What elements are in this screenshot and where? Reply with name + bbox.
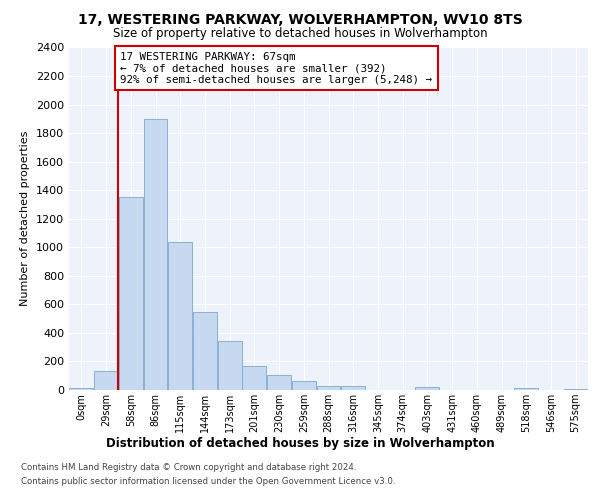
Bar bbox=[341, 386, 365, 390]
Bar bbox=[143, 119, 167, 390]
Text: Size of property relative to detached houses in Wolverhampton: Size of property relative to detached ho… bbox=[113, 28, 487, 40]
Bar bbox=[242, 366, 266, 390]
Bar bbox=[168, 242, 192, 390]
Bar bbox=[563, 388, 587, 390]
Text: 17, WESTERING PARKWAY, WOLVERHAMPTON, WV10 8TS: 17, WESTERING PARKWAY, WOLVERHAMPTON, WV… bbox=[77, 12, 523, 26]
Bar bbox=[193, 312, 217, 390]
Text: Contains public sector information licensed under the Open Government Licence v3: Contains public sector information licen… bbox=[21, 477, 395, 486]
Bar bbox=[292, 382, 316, 390]
Bar bbox=[218, 342, 242, 390]
Text: Distribution of detached houses by size in Wolverhampton: Distribution of detached houses by size … bbox=[106, 438, 494, 450]
Bar bbox=[267, 375, 291, 390]
Text: 17 WESTERING PARKWAY: 67sqm
← 7% of detached houses are smaller (392)
92% of sem: 17 WESTERING PARKWAY: 67sqm ← 7% of deta… bbox=[121, 52, 433, 85]
Bar bbox=[514, 388, 538, 390]
Bar bbox=[415, 387, 439, 390]
Text: Contains HM Land Registry data © Crown copyright and database right 2024.: Contains HM Land Registry data © Crown c… bbox=[21, 464, 356, 472]
Bar bbox=[70, 388, 94, 390]
Bar bbox=[94, 372, 118, 390]
Y-axis label: Number of detached properties: Number of detached properties bbox=[20, 131, 31, 306]
Bar bbox=[317, 386, 340, 390]
Bar bbox=[119, 198, 143, 390]
